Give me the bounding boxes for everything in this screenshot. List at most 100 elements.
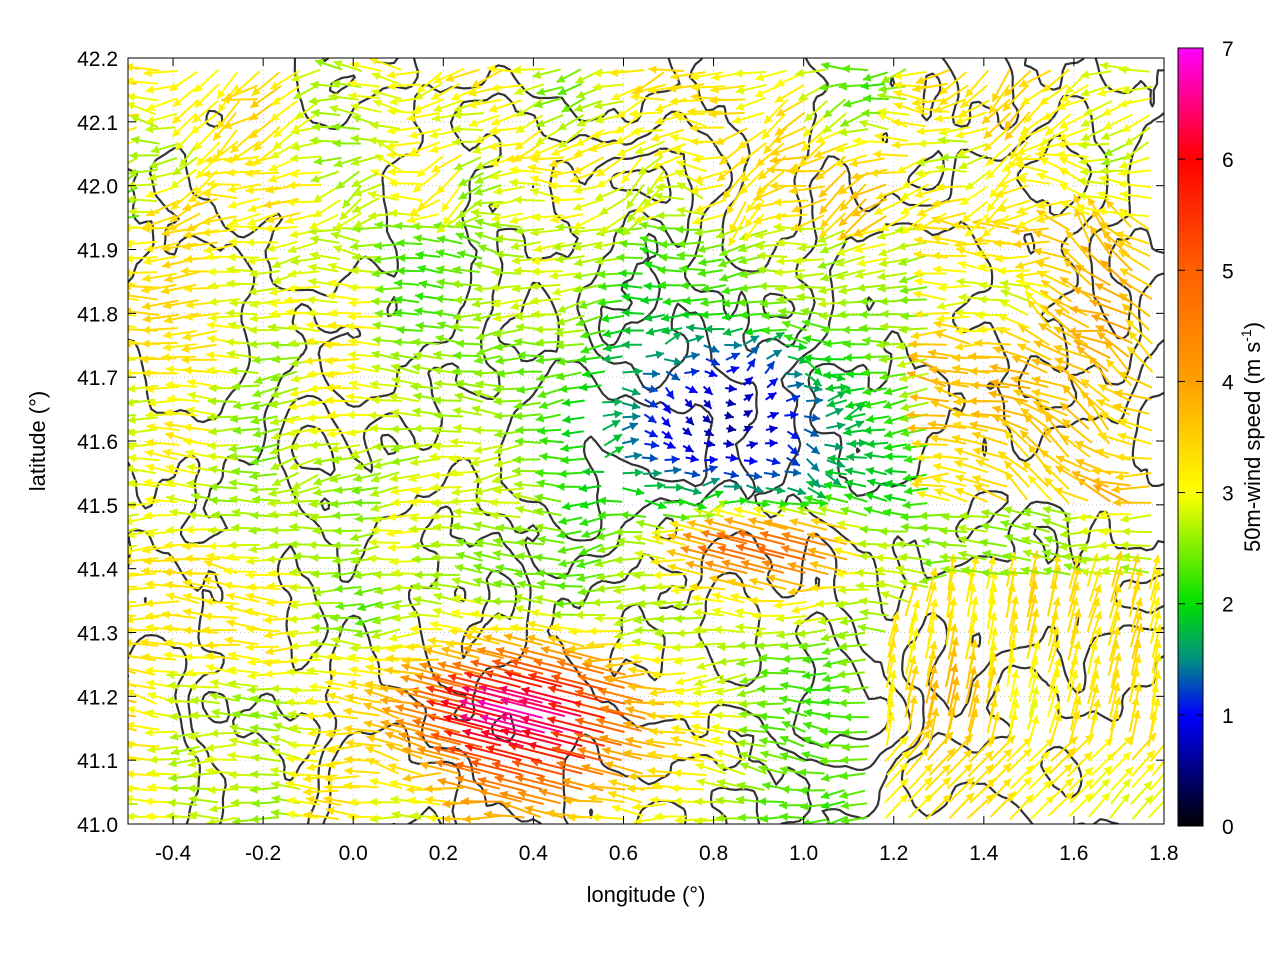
wind-arrow [447, 673, 503, 691]
y-tick-label: 42.2 [77, 48, 118, 71]
wind-arrow [473, 198, 504, 208]
wind-arrow [430, 731, 483, 749]
wind-arrow [884, 735, 909, 762]
wind-arrow [838, 585, 869, 595]
wind-arrow [803, 383, 823, 393]
wind-arrow [430, 512, 462, 521]
wind-arrow [1047, 791, 1074, 817]
wind-arrow [1096, 85, 1129, 97]
wind-arrow [826, 459, 846, 469]
wind-arrow [490, 283, 521, 292]
wind-arrow [687, 107, 723, 116]
wind-arrow [207, 412, 237, 422]
wind-arrow [231, 382, 261, 391]
wind-arrow [1061, 384, 1090, 416]
wind-arrow [128, 727, 137, 732]
wind-arrow [491, 298, 523, 309]
wind-arrow [689, 123, 725, 133]
wind-arrow [324, 774, 360, 783]
wind-arrow [988, 84, 1011, 115]
wind-arrow [492, 328, 522, 338]
wind-arrow [974, 249, 1009, 260]
wind-arrow [350, 102, 382, 114]
y-tick-label: 41.2 [77, 686, 118, 709]
wind-arrow [703, 439, 716, 448]
wind-arrow [690, 83, 726, 92]
wind-arrow [1118, 65, 1150, 75]
wind-arrow [391, 602, 421, 611]
wind-arrow [704, 455, 718, 465]
wind-arrow [231, 467, 260, 476]
wind-arrow [411, 337, 440, 347]
wind-arrow [758, 653, 786, 663]
wind-arrow [1018, 69, 1052, 88]
wind-arrow [535, 114, 564, 128]
wind-arrow [445, 68, 480, 83]
wind-arrow [1112, 402, 1150, 415]
wind-arrow [725, 453, 739, 463]
wind-arrow [536, 373, 563, 383]
wind-arrow [181, 355, 217, 365]
wind-arrow [233, 70, 261, 96]
wind-arrow [948, 691, 961, 730]
wind-arrow [1083, 100, 1113, 116]
wind-arrow [596, 543, 625, 554]
wind-arrow [369, 380, 401, 389]
wind-arrow [798, 768, 825, 777]
wind-arrow [409, 624, 443, 634]
wind-arrow [332, 139, 361, 148]
wind-arrow [644, 429, 659, 438]
wind-arrow [1017, 175, 1051, 185]
wind-arrow [662, 401, 672, 414]
wind-arrow [774, 111, 806, 137]
wind-arrow [578, 354, 603, 364]
wind-arrow [895, 564, 926, 575]
wind-arrow [914, 309, 950, 319]
wind-arrow [803, 100, 828, 123]
wind-arrow [937, 135, 968, 145]
wind-arrow [128, 544, 157, 556]
wind-arrow [738, 725, 767, 735]
wind-arrow [539, 452, 565, 462]
wind-arrow [893, 89, 927, 102]
wind-arrow [778, 695, 805, 705]
wind-arrow [205, 743, 237, 752]
wind-arrow [651, 670, 686, 680]
wind-arrow [862, 400, 888, 409]
wind-arrow [621, 293, 645, 302]
wind-arrow [1056, 97, 1089, 111]
wind-arrow [595, 155, 625, 178]
wind-arrow [402, 771, 442, 783]
wind-arrow [757, 545, 807, 561]
wind-arrow [194, 83, 220, 109]
wind-arrow [310, 553, 340, 563]
wind-arrow [802, 655, 828, 665]
wind-arrow [952, 410, 989, 419]
wind-arrow [994, 184, 1029, 199]
wind-arrow [971, 431, 1008, 446]
wind-arrow [182, 241, 218, 251]
wind-arrow [209, 803, 240, 813]
wind-arrow [781, 720, 806, 733]
wind-arrow [271, 471, 300, 487]
wind-arrow [602, 409, 623, 419]
wind-arrow [879, 372, 906, 382]
wind-arrow [912, 290, 947, 301]
wind-arrow [1016, 211, 1048, 229]
wind-arrow [430, 82, 461, 101]
wind-arrow [630, 127, 664, 136]
wind-arrow [206, 816, 237, 824]
wind-arrow [1118, 168, 1151, 178]
wind-arrow [887, 611, 900, 646]
wind-arrow [714, 685, 746, 696]
wind-arrow [1072, 286, 1112, 304]
wind-arrow [622, 367, 643, 376]
wind-arrow [128, 157, 138, 165]
colorbar-tick-label: 4 [1222, 371, 1234, 394]
wind-arrow [634, 140, 665, 155]
wind-arrow [491, 220, 521, 230]
wind-arrow [247, 657, 281, 667]
wind-arrow [411, 222, 440, 231]
wind-arrow [532, 68, 562, 79]
wind-arrow [1067, 326, 1108, 336]
